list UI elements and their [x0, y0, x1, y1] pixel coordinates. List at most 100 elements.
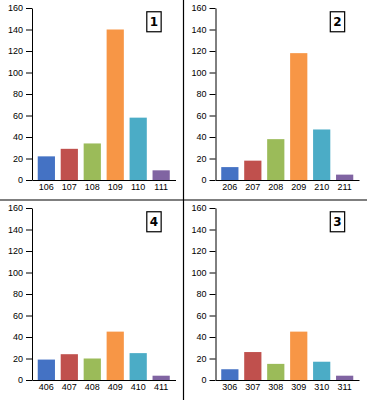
y-tick-label: 160: [191, 203, 206, 213]
bar: [61, 354, 78, 380]
y-tick-label: 60: [13, 311, 23, 321]
x-tick: 309: [291, 382, 306, 392]
y-tick-mark: [26, 337, 32, 338]
y-tick: 140: [191, 25, 215, 35]
y-tick-mark: [210, 316, 216, 317]
y-tick-mark: [210, 294, 216, 295]
y-tick-mark: [26, 116, 32, 117]
y-tick: 60: [196, 311, 215, 321]
y-tick-label: 100: [191, 68, 206, 78]
bar: [336, 376, 353, 380]
y-tick-label: 100: [8, 68, 23, 78]
x-tick: 409: [108, 382, 123, 392]
bar: [130, 353, 147, 380]
x-tick: 108: [85, 182, 100, 192]
y-tick-mark: [210, 94, 216, 95]
y-tick: 80: [196, 89, 215, 99]
x-tick: 109: [108, 182, 123, 192]
panel: 0204060801001201401601061071081091101111: [8, 3, 176, 192]
y-tick-label: 40: [13, 132, 23, 142]
panel-label: 2: [330, 12, 344, 32]
y-tick: 40: [196, 132, 215, 142]
y-axis-line: [216, 209, 217, 381]
bar: [313, 129, 330, 180]
y-tick-mark: [26, 73, 32, 74]
y-axis: 020406080100120140160: [191, 203, 216, 385]
bar: [153, 170, 170, 180]
y-tick-label: 60: [196, 311, 206, 321]
y-tick-mark: [210, 8, 216, 9]
y-tick-label: 0: [18, 375, 23, 385]
y-tick: 160: [191, 203, 215, 213]
panel-label-text: 1: [150, 15, 158, 29]
y-tick-label: 40: [13, 332, 23, 342]
y-tick-mark: [210, 159, 216, 160]
bar: [84, 359, 101, 381]
y-axis: 020406080100120140160: [8, 3, 33, 185]
x-tick-label: 309: [291, 382, 306, 392]
y-tick: 0: [18, 175, 32, 185]
panel-label: 3: [330, 212, 344, 232]
x-tick-label: 407: [62, 382, 77, 392]
x-tick: 411: [154, 382, 168, 392]
panel-label-box: [330, 212, 344, 232]
y-tick-mark: [26, 294, 32, 295]
y-tick: 20: [13, 154, 32, 164]
x-tick-label: 110: [131, 182, 145, 192]
x-tick: 410: [131, 382, 146, 392]
y-tick: 100: [8, 268, 32, 278]
y-tick-mark: [210, 359, 216, 360]
y-tick: 40: [196, 332, 215, 342]
panel-label-text: 4: [150, 215, 158, 229]
x-tick-label: 307: [245, 382, 260, 392]
y-axis-line: [32, 9, 33, 181]
y-tick-mark: [26, 208, 32, 209]
y-tick-label: 40: [196, 132, 206, 142]
y-axis-line: [216, 9, 217, 181]
x-axis-line: [33, 180, 177, 181]
x-tick: 311: [337, 382, 351, 392]
y-tick-mark: [210, 380, 216, 381]
y-tick-mark: [210, 116, 216, 117]
y-tick-mark: [26, 137, 32, 138]
y-tick-mark: [26, 230, 32, 231]
y-tick: 160: [191, 3, 215, 13]
y-tick-label: 20: [13, 154, 23, 164]
bar: [244, 161, 261, 180]
y-tick-mark: [26, 180, 32, 181]
y-tick-label: 140: [8, 225, 23, 235]
y-tick: 100: [191, 268, 215, 278]
y-tick-label: 60: [13, 111, 23, 121]
x-tick: 209: [291, 182, 306, 192]
y-tick: 20: [13, 354, 32, 364]
x-tick: 211: [337, 182, 351, 192]
y-tick-label: 20: [196, 354, 206, 364]
y-tick-mark: [26, 30, 32, 31]
bar: [221, 167, 238, 180]
bar: [61, 149, 78, 180]
y-tick-mark: [26, 359, 32, 360]
y-tick-mark: [26, 380, 32, 381]
panel: 0204060801001201401602062072082092102112: [191, 3, 359, 192]
x-tick: 106: [39, 182, 54, 192]
x-tick-label: 209: [291, 182, 306, 192]
y-tick-label: 160: [191, 3, 206, 13]
y-tick: 140: [8, 225, 32, 235]
y-tick-label: 60: [196, 111, 206, 121]
x-tick-label: 210: [314, 182, 329, 192]
y-tick-mark: [26, 273, 32, 274]
y-tick-label: 100: [191, 268, 206, 278]
bar: [107, 332, 124, 380]
x-tick-label: 406: [39, 382, 54, 392]
y-tick-label: 160: [8, 203, 23, 213]
panel-label-box: [330, 12, 344, 32]
y-tick-label: 80: [196, 89, 206, 99]
x-axis-line: [216, 380, 360, 381]
y-tick: 120: [191, 246, 215, 256]
y-tick: 0: [18, 375, 32, 385]
x-tick-label: 411: [154, 382, 168, 392]
x-tick-label: 106: [39, 182, 54, 192]
y-tick: 140: [191, 225, 215, 235]
x-tick-label: 311: [337, 382, 351, 392]
y-tick-label: 140: [191, 25, 206, 35]
